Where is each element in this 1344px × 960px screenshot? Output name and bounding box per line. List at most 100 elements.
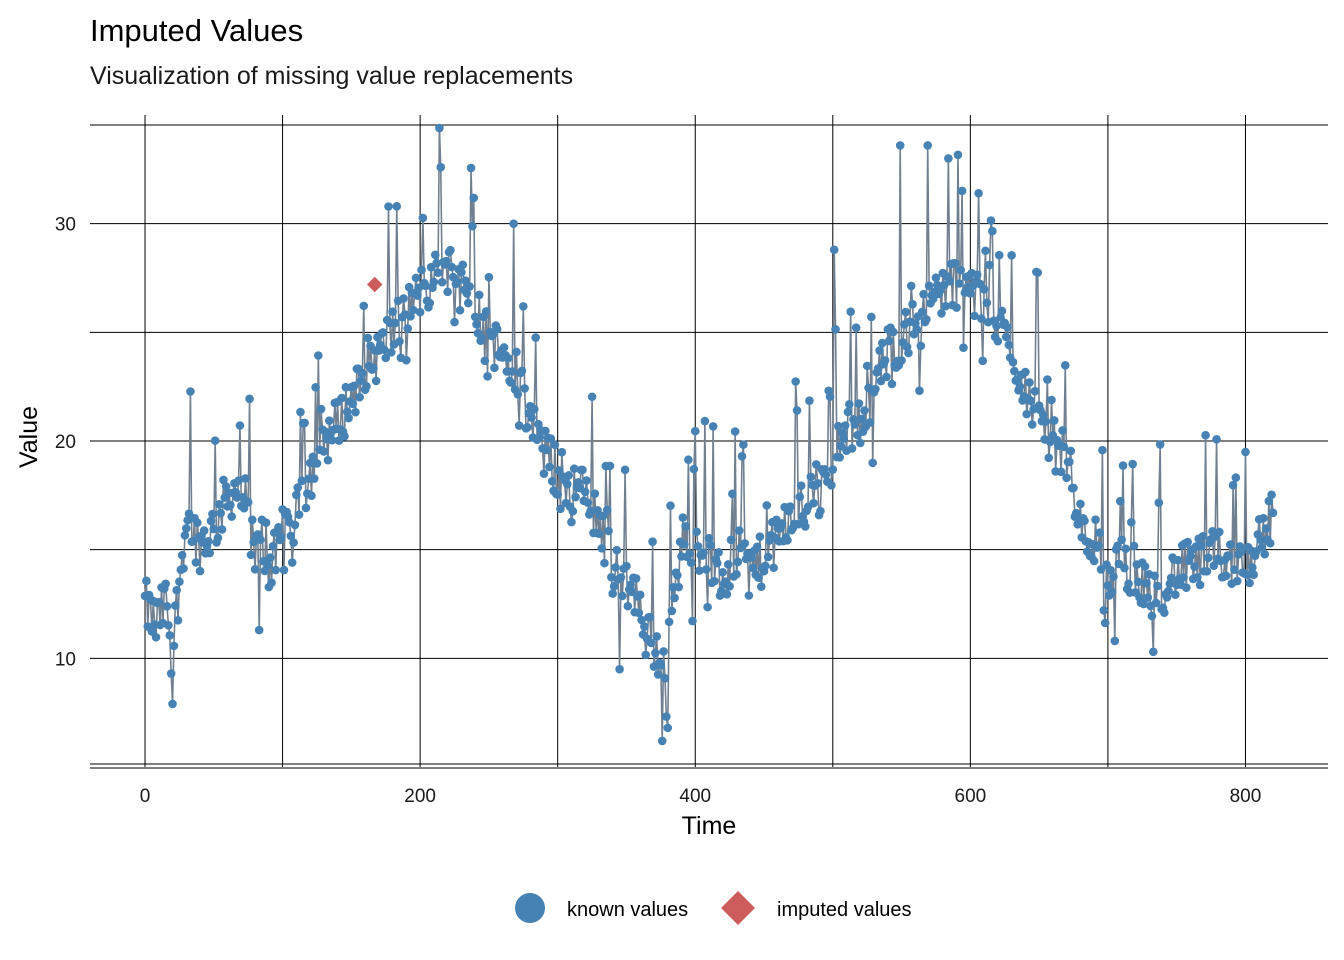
data-point: [508, 367, 517, 376]
data-point: [297, 476, 307, 486]
data-point: [594, 529, 604, 539]
data-point: [327, 435, 337, 445]
data-point: [199, 526, 209, 535]
data-point: [172, 585, 181, 595]
data-point: [701, 565, 711, 574]
data-point: [484, 272, 494, 282]
data-point: [1076, 499, 1085, 509]
data-point: [235, 421, 245, 430]
data-point: [164, 621, 173, 630]
data-point: [1107, 587, 1117, 597]
data-point: [648, 537, 657, 546]
data-point: [791, 377, 800, 386]
data-point: [466, 163, 476, 173]
data-point: [923, 141, 933, 150]
data-point: [481, 307, 491, 316]
data-point: [1120, 563, 1129, 573]
data-point: [941, 301, 950, 311]
data-point: [722, 589, 732, 599]
data-point: [659, 647, 668, 656]
data-point: [542, 445, 551, 455]
data-point: [611, 563, 620, 572]
x-tick-label: 600: [955, 786, 987, 807]
data-point: [878, 338, 887, 348]
x-tick-label: 200: [404, 786, 436, 807]
data-point: [342, 407, 352, 416]
data-point: [706, 540, 715, 550]
data-point: [1098, 445, 1107, 455]
data-point: [457, 268, 466, 277]
data-point: [567, 517, 576, 527]
data-point: [1242, 570, 1252, 580]
data-point: [358, 368, 367, 378]
data-point: [1106, 565, 1115, 575]
data-point: [884, 336, 894, 346]
data-point: [296, 407, 305, 417]
data-point: [612, 545, 622, 555]
data-point: [1128, 459, 1137, 469]
data-point: [710, 576, 719, 586]
data-point: [1166, 573, 1176, 583]
data-point: [972, 270, 982, 280]
data-point: [646, 638, 656, 648]
data-point: [598, 511, 608, 521]
data-point: [181, 524, 191, 533]
data-point: [430, 250, 440, 260]
legend-imputed-marker: [721, 891, 755, 925]
data-point: [1109, 572, 1118, 582]
data-point: [871, 384, 880, 394]
data-point: [865, 418, 875, 427]
data-point: [517, 366, 527, 376]
data-point: [512, 347, 521, 357]
data-point: [503, 353, 513, 363]
data-point: [520, 384, 529, 393]
data-point: [1154, 498, 1164, 507]
data-point: [415, 307, 425, 317]
data-point: [945, 276, 955, 286]
data-point: [700, 416, 710, 426]
data-point: [1015, 382, 1025, 391]
data-point: [1268, 508, 1278, 518]
data-point: [312, 459, 322, 468]
data-point: [608, 589, 618, 598]
data-point: [311, 383, 320, 392]
data-point: [1256, 535, 1265, 545]
chart-subtitle: Visualization of missing value replaceme…: [90, 62, 573, 90]
data-point: [391, 318, 400, 328]
data-point: [1155, 440, 1165, 449]
data-point: [535, 433, 545, 442]
data-point: [245, 394, 254, 404]
data-point: [455, 305, 465, 315]
data-point: [651, 648, 660, 658]
data-point: [752, 542, 762, 552]
data-point: [1195, 580, 1205, 590]
data-point: [371, 376, 381, 386]
data-point: [463, 298, 473, 308]
data-point: [1143, 593, 1153, 602]
data-point: [917, 307, 927, 317]
data-point: [1110, 636, 1120, 646]
data-point: [582, 476, 591, 485]
data-point: [805, 396, 814, 405]
data-point: [226, 500, 235, 510]
data-point: [827, 481, 836, 490]
y-axis-title: Value: [15, 406, 43, 468]
data-point: [663, 723, 673, 733]
data-point: [1183, 537, 1192, 547]
data-point: [726, 535, 736, 545]
data-point: [777, 519, 787, 528]
data-point: [678, 513, 688, 522]
data-point: [1091, 515, 1100, 524]
data-point: [1201, 430, 1210, 440]
data-point: [1045, 437, 1055, 447]
data-point: [740, 539, 750, 548]
data-point: [1099, 606, 1109, 615]
data-point: [1117, 535, 1126, 545]
data-point: [472, 320, 481, 329]
data-point: [1010, 366, 1019, 376]
data-point: [519, 302, 528, 311]
data-point: [602, 505, 612, 515]
data-point: [1030, 386, 1040, 396]
data-point: [1182, 583, 1191, 593]
